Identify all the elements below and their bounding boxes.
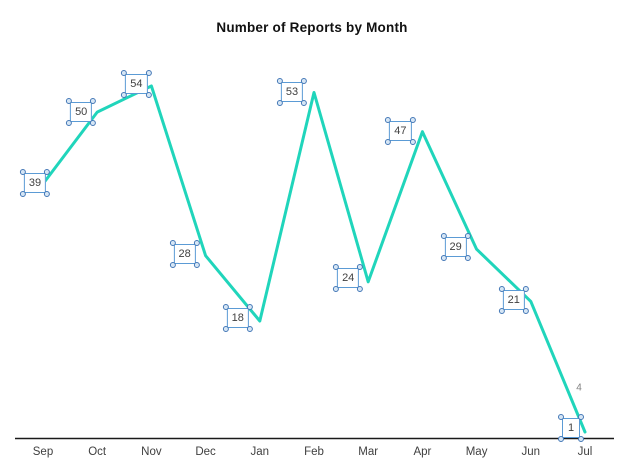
x-axis-label-feb: Feb [304,446,324,458]
selection-handle-icon[interactable] [121,91,128,98]
selection-handle-icon[interactable] [301,99,308,106]
selection-handle-icon[interactable] [90,120,97,127]
selection-handle-icon[interactable] [409,116,416,123]
x-axis-label-jan: Jan [250,446,270,458]
data-label[interactable]: 24 [333,263,364,292]
selection-handle-icon[interactable] [409,138,416,145]
chart-title: Number of Reports by Month [216,20,408,35]
data-label[interactable]: 29 [440,233,471,262]
selection-handle-icon[interactable] [385,116,392,123]
selection-handle-icon[interactable] [169,239,176,246]
selection-handle-icon[interactable] [19,190,26,197]
data-label[interactable]: 53 [276,77,308,106]
selection-handle-icon[interactable] [66,120,73,127]
x-axis-label-mar: Mar [358,446,379,458]
x-axis-label-jun: Jun [521,446,541,458]
data-label[interactable]: 1 [558,413,584,442]
selection-handle-icon[interactable] [558,435,564,442]
selection-handle-icon[interactable] [578,435,584,442]
selection-handle-icon[interactable] [246,325,253,332]
selection-handle-icon[interactable] [440,233,447,240]
selection-handle-icon[interactable] [145,91,152,98]
selection-handle-icon[interactable] [276,77,283,84]
data-label[interactable]: 39 [19,168,51,197]
data-label[interactable]: 21 [498,286,529,315]
data-label[interactable]: 50 [66,98,97,127]
selection-handle-icon[interactable] [193,261,200,268]
selection-handle-icon[interactable] [169,261,176,268]
selection-handle-icon[interactable] [222,325,229,332]
selection-handle-icon[interactable] [578,413,584,420]
x-axis-label-sep: Sep [32,446,54,458]
selection-handle-icon[interactable] [66,98,73,105]
data-label[interactable]: 18 [222,303,253,332]
selection-handle-icon[interactable] [145,69,152,76]
selection-handle-icon[interactable] [301,77,308,84]
x-axis-label-oct: Oct [88,446,107,458]
selection-handle-icon[interactable] [333,263,340,270]
data-label[interactable]: 28 [169,239,200,268]
selection-handle-icon[interactable] [385,138,392,145]
selection-handle-icon[interactable] [498,308,505,315]
selection-handle-icon[interactable] [464,255,471,262]
selection-handle-icon[interactable] [522,286,529,293]
selection-handle-icon[interactable] [121,69,128,76]
x-axis-label-may: May [465,446,488,458]
selection-handle-icon[interactable] [558,413,564,420]
data-label[interactable]: 47 [385,116,416,145]
x-axis-label-dec: Dec [195,446,216,458]
selection-handle-icon[interactable] [44,168,51,175]
x-axis-label-apr: Apr [413,446,432,458]
selection-handle-icon[interactable] [522,308,529,315]
selection-handle-icon[interactable] [246,303,253,310]
selection-handle-icon[interactable] [498,286,505,293]
selection-handle-icon[interactable] [357,285,364,292]
x-axis-label-nov: Nov [141,446,162,458]
series-line[interactable] [41,84,587,434]
selection-handle-icon[interactable] [44,190,51,197]
selection-handle-icon[interactable] [222,303,229,310]
selection-handle-icon[interactable] [333,285,340,292]
stray-value-label: 4 [576,382,582,394]
data-label[interactable]: 54 [121,69,152,98]
x-axis-label-jul: Jul [577,446,593,458]
selection-handle-icon[interactable] [193,239,200,246]
selection-handle-icon[interactable] [90,98,97,105]
selection-handle-icon[interactable] [357,263,364,270]
selection-handle-icon[interactable] [276,99,283,106]
selection-handle-icon[interactable] [440,255,447,262]
selection-handle-icon[interactable] [19,168,26,175]
selection-handle-icon[interactable] [464,233,471,240]
